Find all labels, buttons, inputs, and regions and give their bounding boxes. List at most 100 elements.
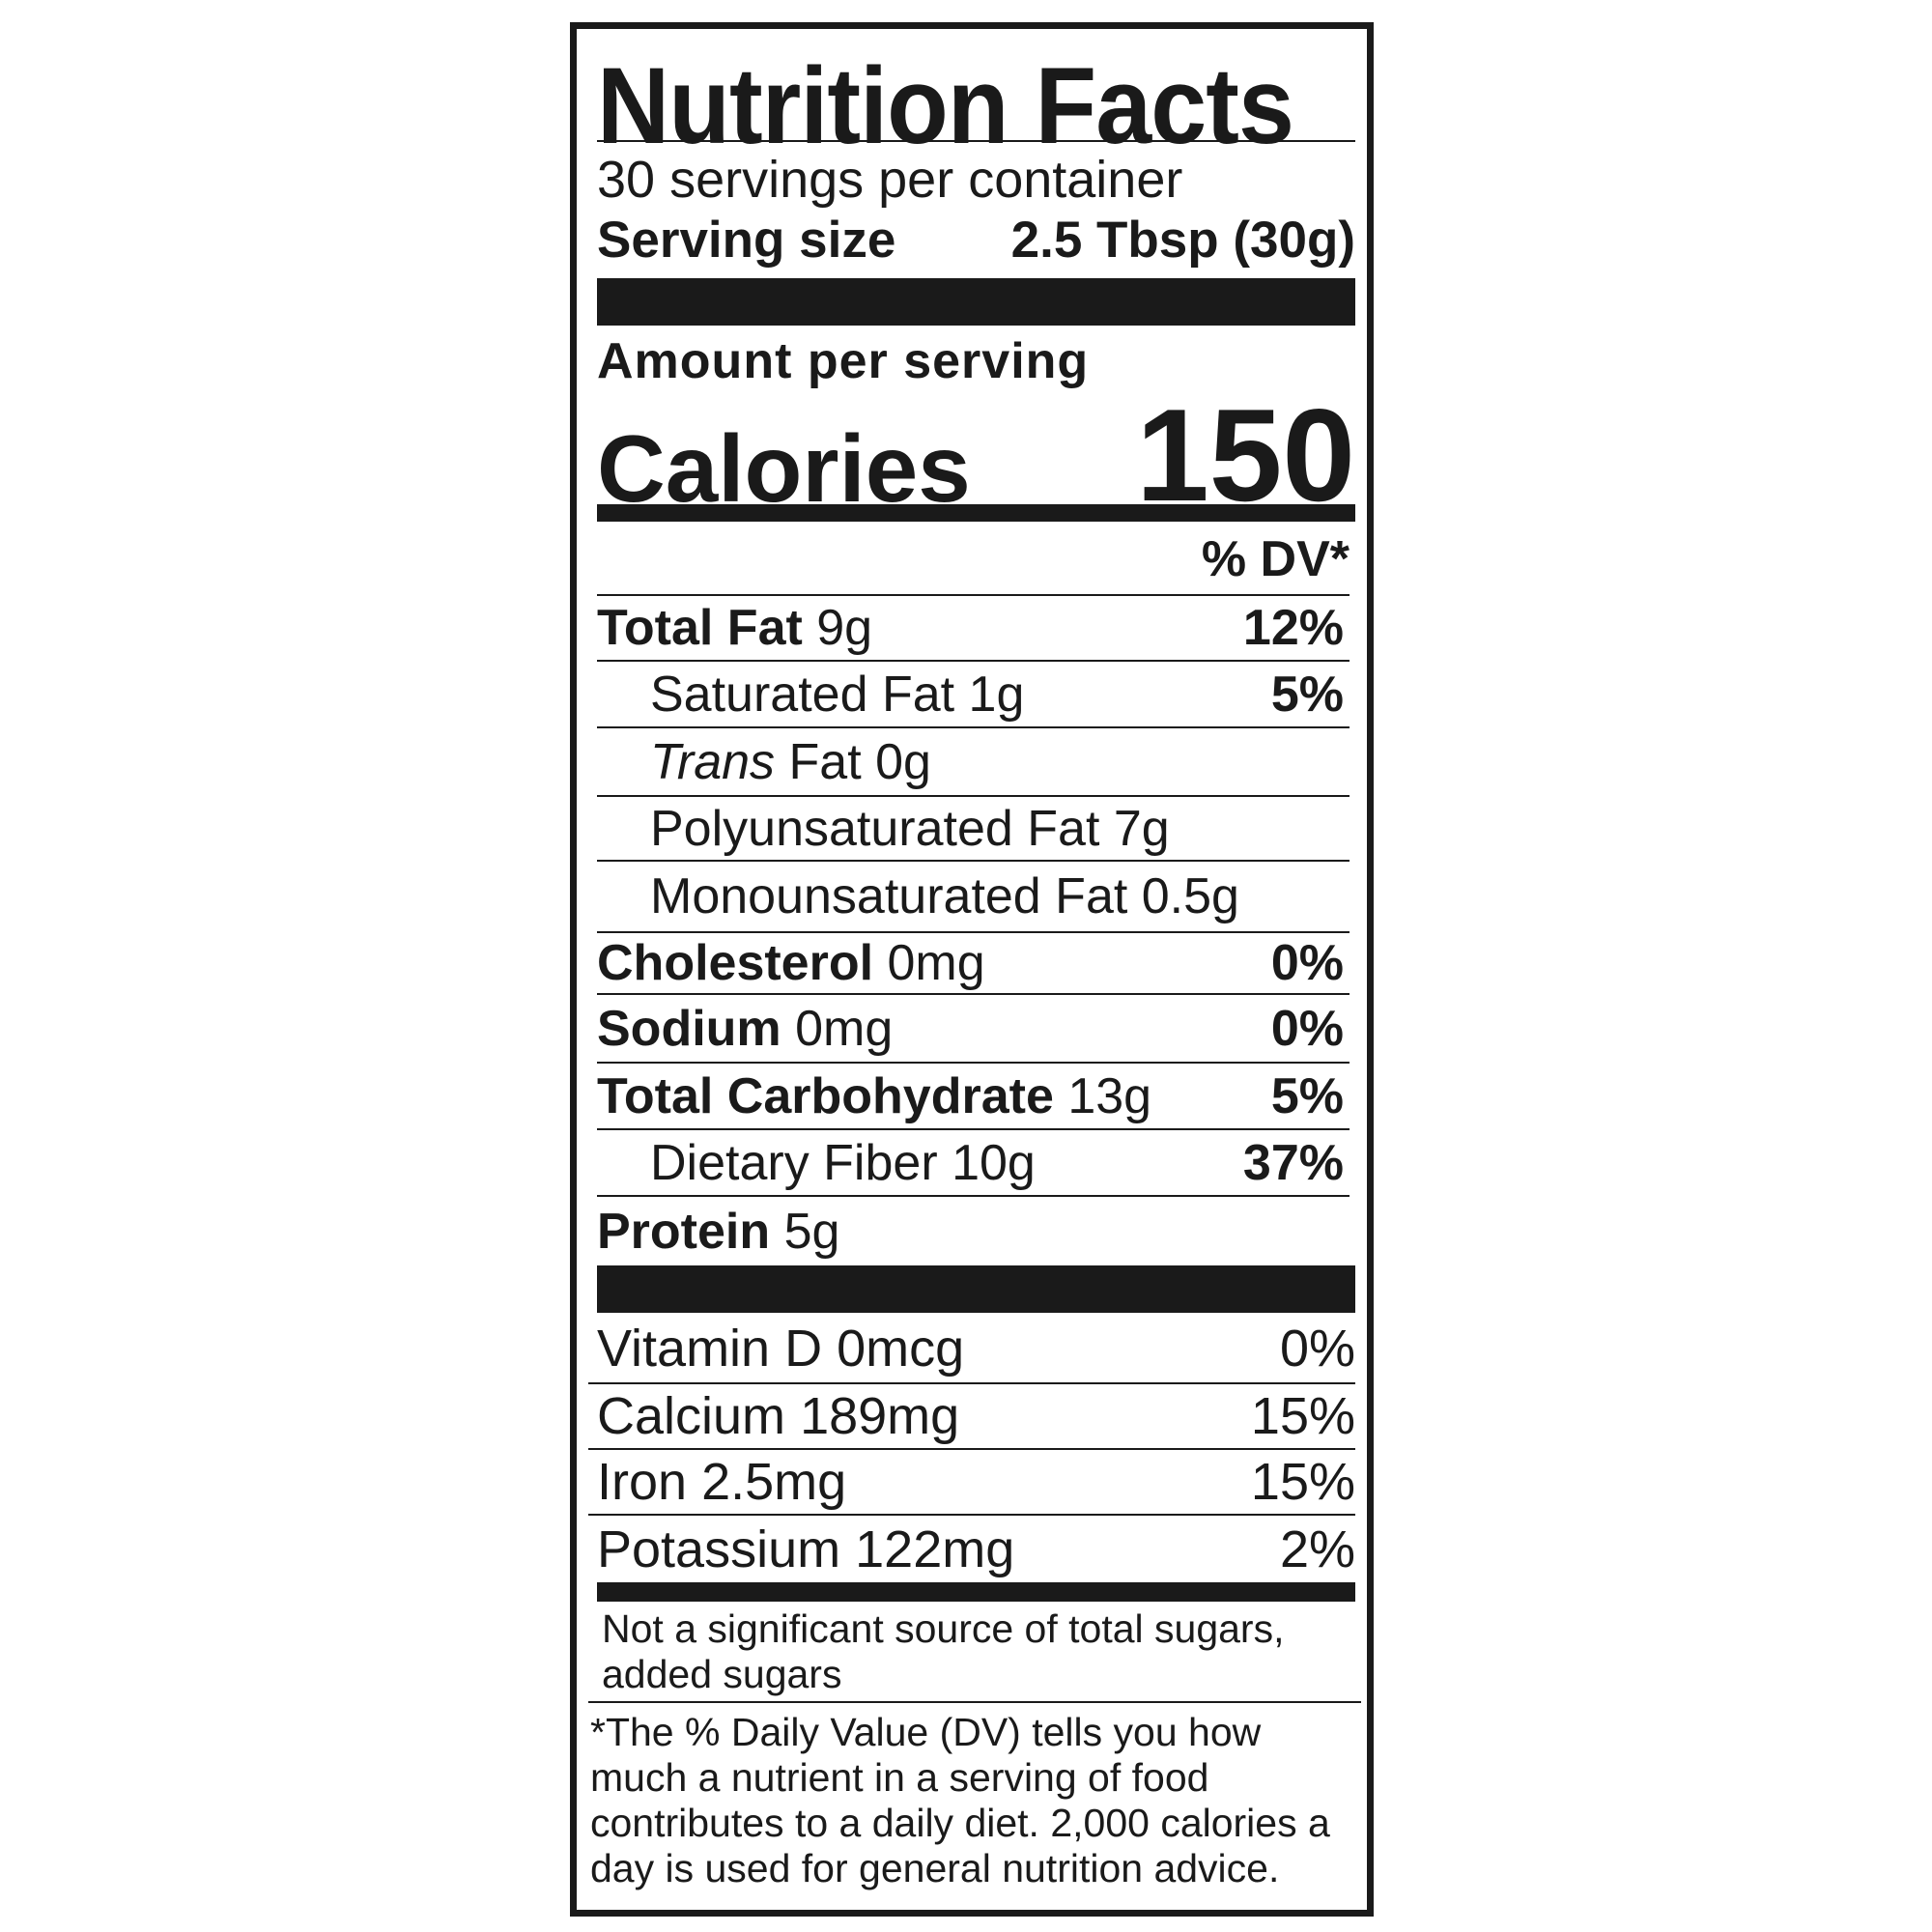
vitamin-name: Calcium [597, 1387, 786, 1445]
vitamin-dv: 15% [1250, 1453, 1355, 1511]
vitamin-dv: 2% [1279, 1520, 1355, 1578]
servings-per-container: 30 servings per container [597, 151, 1183, 209]
serving-size-label: Serving size [597, 211, 896, 269]
vitamin-row: Calcium 189mg 15% [597, 1384, 1355, 1448]
vitamin-name: Vitamin D [597, 1320, 823, 1378]
medium-divider [597, 1582, 1355, 1602]
serving-size-value: 2.5 Tbsp (30g) [1010, 211, 1355, 269]
thick-divider [597, 278, 1355, 326]
nutrient-amount: 9g [816, 600, 873, 656]
nutrient-name: Polyunsaturated Fat [650, 800, 1100, 857]
row-divider [597, 1195, 1350, 1197]
nutrition-facts-label: Nutrition Facts 30 servings per containe… [570, 22, 1374, 1917]
nutrient-label: Trans Fat 0g [597, 733, 931, 791]
vitamin-amount: 2.5mg [701, 1453, 847, 1511]
nutrient-row: Total Carbohydrate 13g 5% [597, 1064, 1350, 1128]
nutrient-label: Dietary Fiber 10g [597, 1134, 1036, 1192]
serving-size-row: Serving size 2.5 Tbsp (30g) [597, 211, 1355, 269]
label-title: Nutrition Facts [597, 45, 1294, 166]
vitamin-row: Iron 2.5mg 15% [597, 1450, 1355, 1514]
nutrient-amount: 1g [968, 666, 1025, 723]
nutrient-amount: 7g [1113, 800, 1170, 857]
nutrient-amount: 0g [875, 733, 931, 790]
nutrient-label: Cholesterol 0mg [597, 934, 985, 992]
nutrient-row: Sodium 0mg 0% [597, 995, 1350, 1062]
vitamin-amount: 189mg [800, 1387, 960, 1445]
vitamin-amount: 122mg [855, 1520, 1015, 1578]
nutrient-amount: 0.5g [1141, 868, 1239, 924]
nutrient-name-suffix: Fat [788, 733, 862, 790]
row-divider [588, 1514, 1355, 1516]
row-divider [597, 1128, 1350, 1130]
nutrient-name: Monounsaturated Fat [650, 868, 1128, 924]
vitamin-dv: 0% [1279, 1320, 1355, 1378]
row-divider [597, 660, 1350, 662]
nutrient-name: Total Carbohydrate [597, 1067, 1054, 1124]
vitamin-label: Potassium 122mg [597, 1520, 1014, 1579]
vitamin-dv: 15% [1250, 1387, 1355, 1445]
divider [597, 140, 1355, 142]
row-divider [588, 1448, 1355, 1450]
nutrient-row: Polyunsaturated Fat 7g [597, 797, 1350, 860]
dv-header: % DV* [597, 526, 1355, 592]
row-divider [597, 931, 1350, 933]
vitamin-name: Iron [597, 1453, 688, 1511]
vitamin-row: Potassium 122mg 2% [597, 1516, 1355, 1582]
nutrient-label: Monounsaturated Fat 0.5g [597, 867, 1239, 925]
nutrient-name: Cholesterol [597, 935, 874, 991]
nutrient-amount: 0mg [887, 935, 985, 991]
row-divider [597, 594, 1350, 596]
medium-divider [597, 504, 1355, 522]
vitamin-label: Iron 2.5mg [597, 1452, 846, 1512]
nutrient-row: Trans Fat 0g [597, 728, 1350, 795]
nutrient-dv: 37% [1242, 1134, 1344, 1191]
amount-per-serving: Amount per serving [597, 333, 1090, 389]
calories-label: Calories [597, 414, 971, 522]
nutrient-dv: 12% [1242, 600, 1344, 656]
nutrient-row: Cholesterol 0mg 0% [597, 933, 1350, 993]
nutrient-amount: 10g [952, 1134, 1036, 1191]
nutrient-label: Sodium 0mg [597, 1000, 893, 1058]
nutrient-dv: 0% [1270, 935, 1344, 991]
nutrient-dv: 5% [1270, 666, 1344, 723]
nutrient-row: Monounsaturated Fat 0.5g [597, 862, 1350, 931]
row-divider [588, 1382, 1355, 1384]
nutrient-label: Polyunsaturated Fat 7g [597, 800, 1170, 858]
nutrient-label: Protein 5g [597, 1203, 839, 1261]
nutrient-amount: 0mg [795, 1000, 894, 1057]
calories-value: 150 [1136, 382, 1355, 528]
vitamin-name: Potassium [597, 1520, 841, 1578]
row-divider [597, 726, 1350, 728]
nutrient-name: Total Fat [597, 600, 803, 656]
nutrient-name: Saturated Fat [650, 666, 955, 723]
vitamin-label: Calcium 189mg [597, 1386, 959, 1446]
nutrient-dv: 0% [1270, 1000, 1344, 1057]
vitamin-amount: 0mcg [837, 1320, 965, 1378]
nutrient-name: Trans [650, 733, 776, 790]
row-divider [597, 1062, 1350, 1064]
footnote: *The % Daily Value (DV) tells you how mu… [590, 1710, 1330, 1890]
vitamin-label: Vitamin D 0mcg [597, 1319, 964, 1378]
nutrient-label: Total Carbohydrate 13g [597, 1067, 1151, 1125]
dv-header-text: % DV* [1201, 531, 1350, 587]
nutrient-dv: 5% [1270, 1067, 1344, 1124]
nutrient-row: Dietary Fiber 10g 37% [597, 1130, 1350, 1195]
nutrient-name: Dietary Fiber [650, 1134, 938, 1191]
row-divider [597, 860, 1350, 862]
nutrient-row: Total Fat 9g 12% [597, 596, 1350, 660]
row-divider [597, 993, 1350, 995]
nutrient-name: Sodium [597, 1000, 781, 1057]
divider [588, 1701, 1361, 1703]
nutrient-row: Saturated Fat 1g 5% [597, 662, 1350, 726]
calories-row: Calories 150 [597, 382, 1355, 528]
nutrient-label: Saturated Fat 1g [597, 666, 1024, 724]
nutrient-name: Protein [597, 1203, 771, 1260]
thick-divider [597, 1265, 1355, 1313]
nutrient-row: Protein 5g [597, 1197, 1350, 1265]
row-divider [597, 795, 1350, 797]
nutrient-amount: 13g [1067, 1067, 1152, 1124]
nutrient-amount: 5g [783, 1203, 840, 1260]
vitamin-row: Vitamin D 0mcg 0% [597, 1315, 1355, 1382]
nutrient-label: Total Fat 9g [597, 599, 872, 657]
not-significant-note: Not a significant source of total sugars… [602, 1606, 1285, 1696]
